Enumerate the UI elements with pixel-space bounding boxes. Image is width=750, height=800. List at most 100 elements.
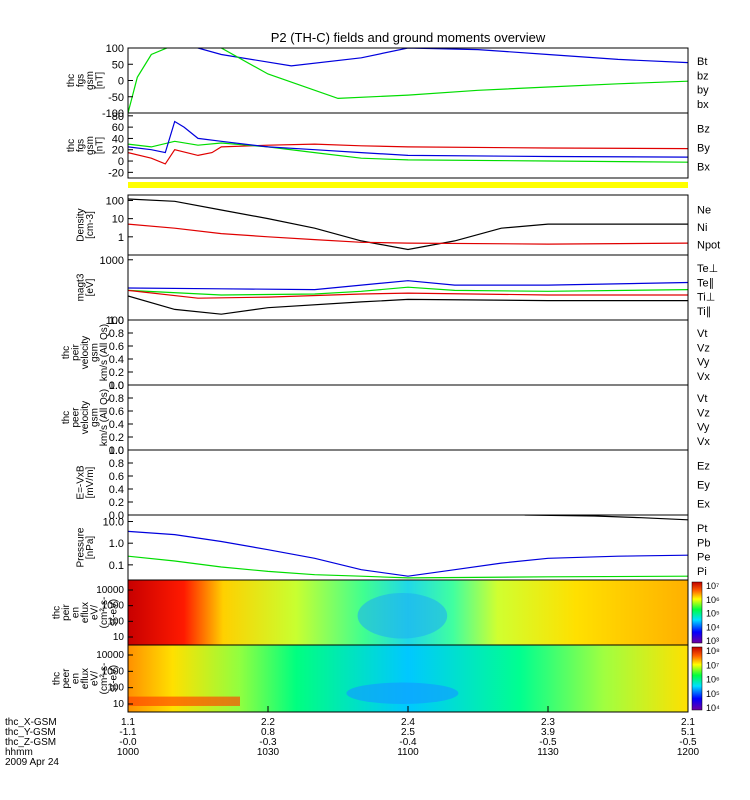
ylabel-line: fgs xyxy=(75,74,86,87)
ylabel-line: [mV/m] xyxy=(85,466,96,498)
xaxis-row-label: thc_Y-GSM xyxy=(5,727,56,738)
panel-temperature: 1000 100 magt3[eV] Te⊥ Te∥ Ti⊥ Ti∥ xyxy=(75,254,718,327)
panel-density: 100 10 1 Density[cm-3] Ne Ni Npot xyxy=(75,194,720,256)
legend-Te⊥: Te⊥ xyxy=(697,263,718,275)
legend-Pb: Pb xyxy=(697,537,710,549)
ytick-label: 100 xyxy=(107,683,124,694)
legend-Ne: Ne xyxy=(697,205,711,217)
ytick-label: 0.8 xyxy=(109,458,124,470)
ylabel-line: peir xyxy=(71,343,82,360)
ytick-label: 0.2 xyxy=(109,497,124,509)
ytick-label: 10 xyxy=(112,214,124,226)
legend-Ti⊥: Ti⊥ xyxy=(697,292,715,304)
legend-Vx: Vx xyxy=(697,436,710,448)
series-by xyxy=(128,48,688,113)
xaxis-value: 2.5 xyxy=(401,727,415,738)
ylabel-line: km/s (All Qs) xyxy=(99,389,110,446)
legend-Ez: Ez xyxy=(697,461,710,473)
ytick-label: 0.2 xyxy=(109,432,124,444)
ylabel-line: [nT] xyxy=(94,72,105,89)
chart-title: P2 (TH-C) fields and ground moments over… xyxy=(271,30,546,45)
ytick-label: 20 xyxy=(112,145,124,157)
ylabel-line: gsm xyxy=(85,136,96,155)
ytick-label: 10 xyxy=(113,699,125,710)
series-By xyxy=(128,140,688,163)
ylabel-line: gsm xyxy=(90,343,101,362)
xaxis-row-label: thc_X-GSM xyxy=(5,717,57,728)
xaxis-value: -0.5 xyxy=(679,737,697,748)
colorbar-label: 10⁶ xyxy=(706,675,720,685)
legend-Bx: Bx xyxy=(697,162,710,174)
legend-Pe: Pe xyxy=(697,552,710,564)
legend-Vt: Vt xyxy=(697,328,707,340)
ytick-label: 0.2 xyxy=(109,367,124,379)
ylabel-line: eflux xyxy=(80,668,91,689)
ylabel-line: velocity xyxy=(80,401,91,434)
series-Ti∥ xyxy=(128,286,688,296)
series-Ni xyxy=(128,198,688,251)
series-Ne xyxy=(128,223,688,245)
ylabel-line: velocity xyxy=(80,336,91,369)
ytick-label: -20 xyxy=(108,167,124,179)
ytick-label: 0.6 xyxy=(109,471,124,483)
xaxis-value: 5.1 xyxy=(681,727,695,738)
legend-Vz: Vz xyxy=(697,407,710,419)
legend-Vt: Vt xyxy=(697,393,707,405)
ytick-label: 0.0 xyxy=(109,510,124,522)
legend-Vx: Vx xyxy=(697,371,710,383)
date-label: 2009 Apr 24 xyxy=(5,757,59,768)
legend-Vy: Vy xyxy=(697,422,710,434)
colorbar-label: 10⁴ xyxy=(706,622,720,632)
xaxis-value: 1030 xyxy=(257,747,280,758)
colorbar-label: 10⁷ xyxy=(706,581,719,591)
xaxis-value: 1000 xyxy=(117,747,140,758)
ytick-label: -100 xyxy=(102,108,124,120)
colorbar-label: 10⁷ xyxy=(706,660,719,670)
legend-Npot: Npot xyxy=(697,239,720,251)
ytick-label: 1.0 xyxy=(109,445,124,457)
ylabel-line: thc xyxy=(61,411,72,424)
legend-Vz: Vz xyxy=(697,342,710,354)
ytick-label: 1.0 xyxy=(109,380,124,392)
legend-Ti∥: Ti∥ xyxy=(697,306,711,318)
xaxis-row-label: hhmm xyxy=(5,747,33,758)
xaxis-value: 2.3 xyxy=(541,717,555,728)
xaxis-row-label: thc_Z-GSM xyxy=(5,737,56,748)
panel-frame xyxy=(127,384,689,451)
series-bx xyxy=(196,48,688,67)
ytick-label: 1000 xyxy=(102,601,125,612)
panel-frame xyxy=(127,112,689,179)
series-Bz xyxy=(128,143,688,165)
colorbar-label: 10³ xyxy=(706,636,719,646)
series-Pi xyxy=(128,530,688,577)
ylabel-line: sr-eV) xyxy=(109,665,120,692)
ytick-label: 0.8 xyxy=(109,328,124,340)
legend-Bt: Bt xyxy=(697,56,707,68)
data-quality-bar xyxy=(128,182,688,188)
ytick-label: 1000 xyxy=(102,666,125,677)
ytick-label: 0.6 xyxy=(109,406,124,418)
ylabel-line: [nT] xyxy=(94,137,105,154)
colorbar-label: 10⁵ xyxy=(706,689,720,699)
colorbar-label: 10⁴ xyxy=(706,703,720,713)
ytick-label: 1000 xyxy=(100,255,124,267)
legend-bx: bx xyxy=(697,99,709,111)
ytick-label: 1.0 xyxy=(109,315,124,327)
legend-Ex: Ex xyxy=(697,499,710,511)
panel-frame xyxy=(127,514,689,581)
legend-Vy: Vy xyxy=(697,357,710,369)
ytick-label: 10 xyxy=(113,632,125,643)
colorbar-label: 10⁵ xyxy=(706,609,720,619)
legend-Te∥: Te∥ xyxy=(697,277,714,289)
xaxis-value: 2.4 xyxy=(401,717,415,728)
ytick-label: 0.8 xyxy=(109,393,124,405)
ylabel-line: en xyxy=(71,607,82,618)
colorbar xyxy=(691,646,703,711)
xaxis-value: 1100 xyxy=(397,747,419,758)
ylabel-line: magt3 xyxy=(75,273,86,301)
panel-frame xyxy=(127,319,689,386)
panel-pressure: 10.0 1.0 0.1 Pressure[nPa] Pt Pb Pe Pi xyxy=(75,514,710,581)
ytick-label: 0.4 xyxy=(109,419,124,431)
ylabel-line: peir xyxy=(61,603,72,620)
